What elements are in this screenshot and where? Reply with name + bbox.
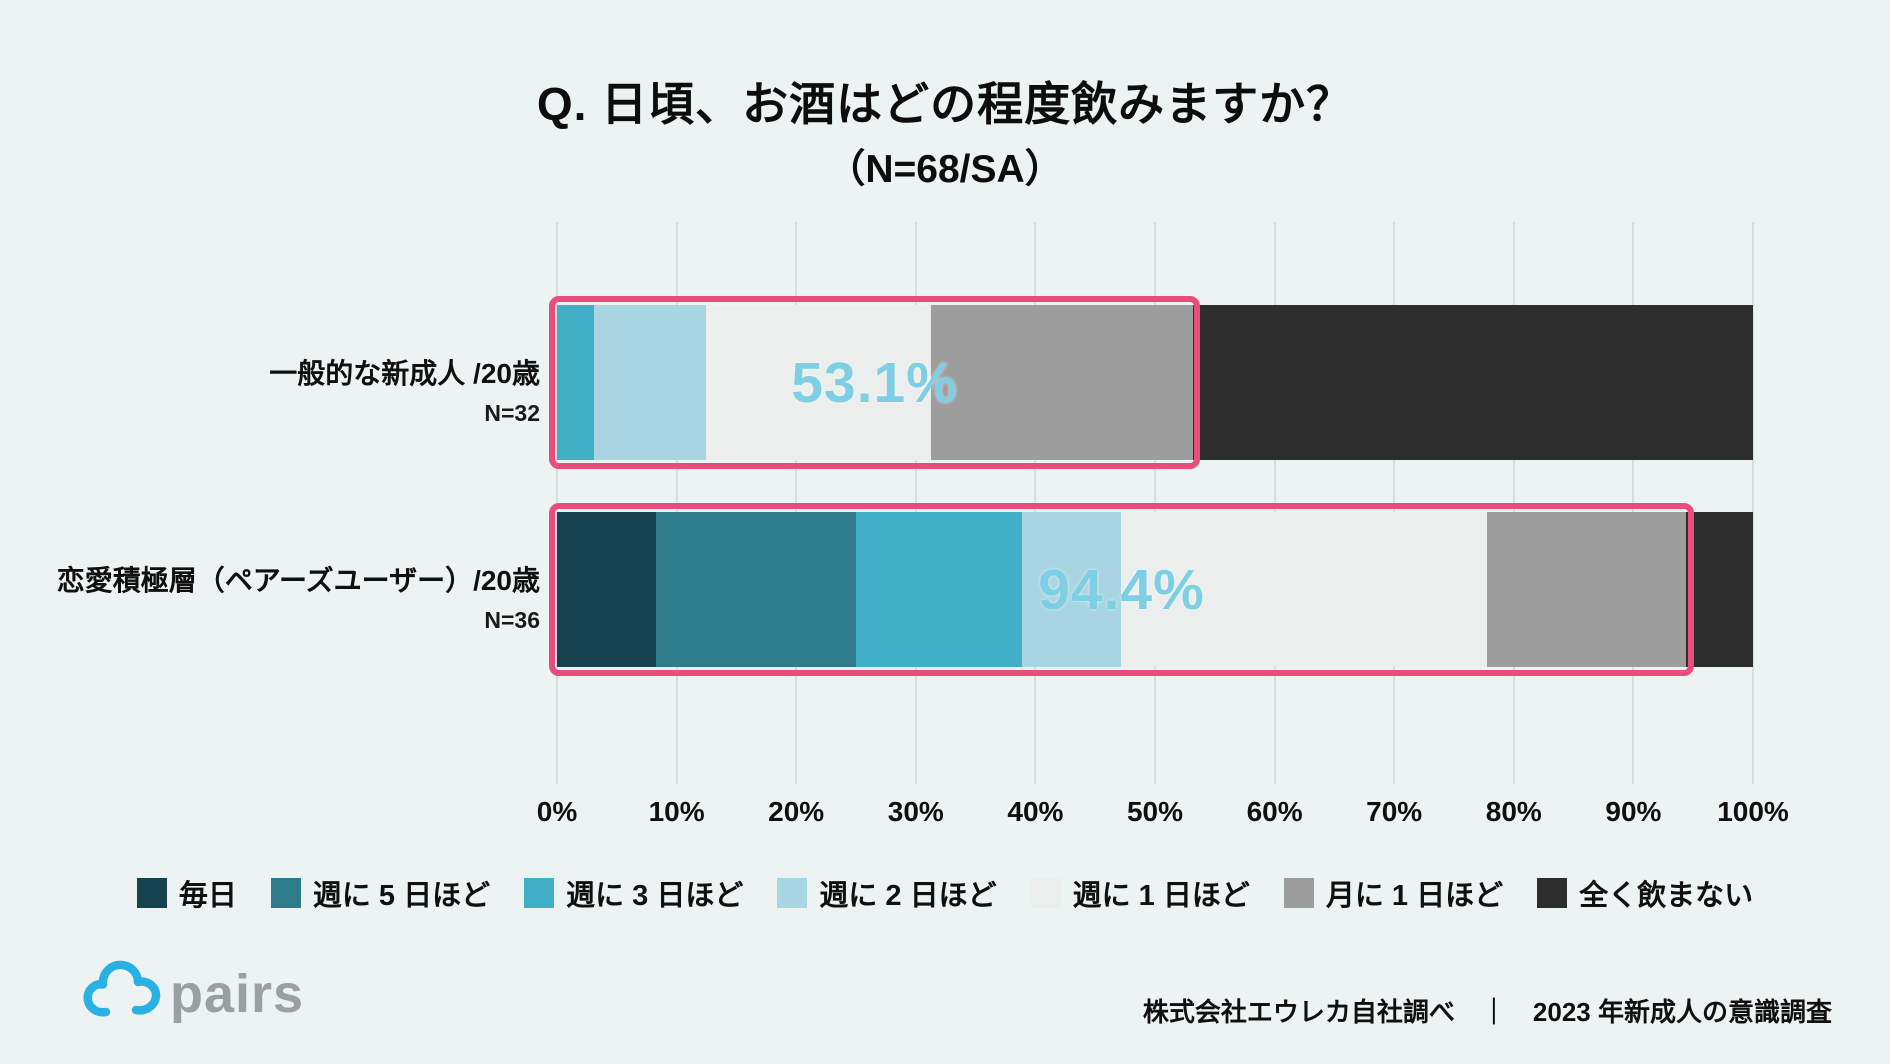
bar-track-0: 53.1% [549,296,1753,469]
bar-segment [557,305,595,460]
legend-swatch [136,878,167,908]
legend-swatch [1030,878,1061,908]
bar-segment [855,512,1022,667]
pairs-cloud-icon [82,958,166,1029]
bar-track-1: 94.4% [549,503,1753,676]
gridline [1752,222,1754,784]
legend-swatch [1537,878,1568,908]
legend: 毎日 週に 5 日ほど 週に 3 日ほど 週に 2 日ほど 週に 1 日ほど 月に 1 日… [0,872,1890,914]
x-tick-label: 40% [1007,796,1064,827]
x-tick-label: 70% [1366,796,1423,827]
row-n-text: N=36 [484,607,540,633]
row-label-general: 一般的な新成人 /20歳 N=32 [0,352,540,427]
x-tick-label: 0% [536,796,578,827]
bar-segment [557,512,657,667]
legend-item: 週に 5 日ほど [270,872,491,914]
chart-title: Q. 日頃、お酒はどの程度飲みますか？ [536,78,1354,130]
bar-segment [1021,512,1121,667]
bar-segment [594,305,707,460]
x-tick-label: 30% [887,796,944,827]
legend-label: 月に 1 日ほど [1325,880,1504,912]
legend-item: 毎日 [136,872,237,914]
source-survey: 2023 年新成人の意識調査 [1532,997,1832,1027]
x-tick-label: 80% [1485,796,1542,827]
row-label-text: 一般的な新成人 /20歳 [269,358,540,389]
pairs-logo: pairs [82,958,304,1029]
row-label-pairs-users: 恋愛積極層（ペアーズユーザー）/20歳 N=36 [0,559,540,634]
legend-item: 週に 1 日ほど [1030,872,1250,914]
source-separator: ｜ [1480,997,1507,1027]
bar-segment [1486,512,1687,667]
legend-label: 毎日 [178,880,237,912]
source-company: 株式会社エウレカ自社調べ [1142,997,1455,1027]
row-n-text: N=32 [484,400,540,426]
legend-swatch [524,878,555,908]
plot-area: 53.1% 94.4% [549,222,1754,784]
row-label-text: 恋愛積極層（ペアーズユーザー）/20歳 [56,565,540,596]
legend-item: 全く飲まない [1537,872,1753,914]
x-tick-label: 60% [1246,796,1303,827]
legend-swatch [1283,878,1314,908]
legend-swatch [270,878,301,908]
legend-label: 週に 3 日ほど [566,880,744,912]
chart-subtitle: （N=68/SA） [826,148,1064,191]
bar-segment [706,305,931,460]
bar-segment [1120,512,1487,667]
x-tick-label: 100% [1717,796,1789,827]
bar-segment [1686,512,1753,667]
x-tick-label: 20% [768,796,825,827]
footer-source: 株式会社エウレカ自社調べ ｜ 2023 年新成人の意識調査 [1143,992,1832,1029]
legend-item: 月に 1 日ほど [1283,872,1504,914]
legend-label: 全く飲まない [1579,880,1754,912]
bar-segment [930,305,1193,460]
legend-label: 週に 1 日ほど [1072,880,1250,912]
legend-label: 週に 2 日ほど [819,880,997,912]
legend-item: 週に 2 日ほど [777,872,997,914]
x-tick-label: 90% [1605,796,1662,827]
legend-swatch [777,878,808,908]
pairs-logo-text: pairs [170,963,305,1024]
x-tick-label: 10% [648,796,705,827]
x-axis: 0% 10% 20% 30% 40% 50% 60% 70% 80% 90% 100% [537,796,1789,836]
legend-item: 週に 3 日ほど [524,872,743,914]
legend-label: 週に 5 日ほど [312,880,491,912]
bar-segment [1192,305,1753,460]
x-tick-label: 50% [1126,796,1184,827]
bar-segment [656,512,856,667]
